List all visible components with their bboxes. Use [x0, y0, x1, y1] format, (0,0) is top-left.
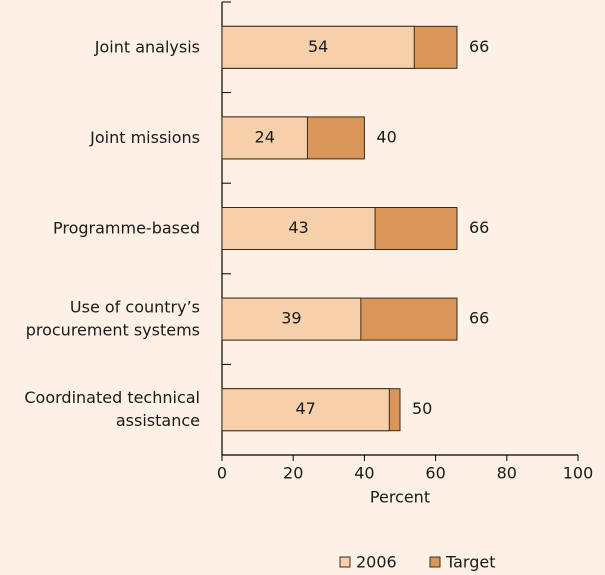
bar [221, 116, 308, 160]
value-label: 24 [255, 127, 275, 146]
y-tick-label: Coordinated technical assistance [24, 388, 200, 430]
value-label: 66 [469, 218, 489, 237]
value-label: 47 [295, 399, 315, 418]
legend-label: 2006 [356, 553, 397, 572]
legend-swatch [339, 556, 351, 568]
x-tick-label: 20 [283, 464, 303, 483]
x-axis-label: Percent [370, 488, 430, 507]
y-tick-label: Joint analysis [94, 37, 200, 56]
value-label: 66 [469, 309, 489, 328]
legend-swatch [429, 556, 441, 568]
x-tick-label: 40 [354, 464, 374, 483]
legend-label: Target [445, 553, 496, 572]
x-tick-label: 80 [497, 464, 517, 483]
value-label: 50 [412, 399, 432, 418]
y-tick-label: Joint missions [89, 127, 200, 146]
bar [221, 207, 376, 250]
bar [221, 25, 415, 69]
value-label: 54 [308, 37, 328, 56]
y-tick-label: Use of country’s procurement systems [26, 297, 200, 339]
value-label: 66 [469, 37, 489, 56]
y-tick-label: Programme-based [53, 218, 200, 237]
x-tick-label: 0 [217, 464, 227, 483]
x-tick-label: 60 [425, 464, 445, 483]
value-label: 43 [288, 218, 308, 237]
value-label: 40 [376, 127, 396, 146]
bar [221, 297, 362, 341]
x-tick-label: 100 [563, 464, 594, 483]
bar [221, 388, 390, 432]
value-label: 39 [281, 309, 301, 328]
